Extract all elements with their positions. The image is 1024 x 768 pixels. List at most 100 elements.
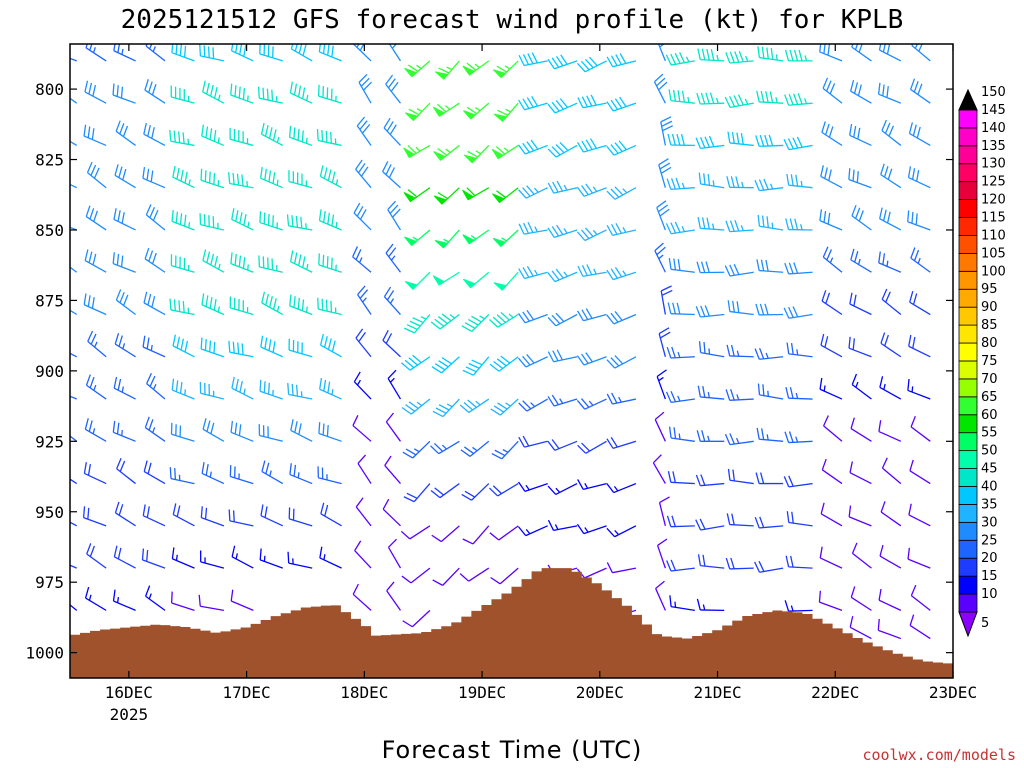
wind-barb	[357, 454, 372, 484]
wind-barb	[230, 589, 254, 611]
wind-barb	[725, 389, 754, 401]
wind-barb	[606, 222, 637, 237]
colorbar-swatch	[958, 127, 978, 147]
wind-barb	[606, 311, 637, 325]
wind-barb	[757, 214, 784, 231]
wind-barb	[70, 309, 78, 316]
x-tick-label: 17DEC	[223, 683, 271, 702]
wind-barb	[518, 265, 548, 280]
wind-barb	[227, 172, 254, 189]
wind-barb	[492, 187, 519, 204]
wind-barb	[656, 200, 670, 231]
wind-barb	[656, 538, 668, 569]
wind-barb	[606, 53, 637, 68]
wind-barb	[819, 546, 843, 569]
wind-barb	[288, 125, 313, 147]
colorbar-tick-label: 75	[981, 354, 998, 369]
wind-barb	[818, 590, 843, 611]
colorbar-swatch	[958, 360, 978, 380]
wind-barb	[463, 144, 490, 164]
wind-barb	[319, 546, 342, 569]
wind-barb	[668, 89, 695, 104]
wind-barb	[606, 355, 637, 369]
wind-barb	[355, 159, 372, 189]
wind-barb	[698, 341, 725, 358]
wind-barb	[490, 567, 519, 585]
colorbar-swatch	[958, 504, 978, 523]
colorbar-tick-label: 100	[981, 264, 1006, 279]
wind-barb	[658, 158, 672, 188]
colorbar-tick-label: 125	[981, 175, 1006, 190]
wind-barb	[70, 395, 77, 400]
wind-barb	[401, 567, 431, 584]
wind-barb	[170, 422, 195, 442]
wind-barb	[577, 94, 607, 109]
wind-barb	[851, 44, 872, 62]
wind-barb	[821, 458, 843, 485]
wind-barb	[145, 204, 166, 231]
wind-barb	[86, 543, 107, 569]
wind-barb	[112, 252, 136, 273]
wind-barb	[171, 44, 195, 62]
wind-barb	[113, 44, 136, 62]
wind-barb	[879, 376, 902, 400]
wind-barb	[724, 263, 754, 277]
colorbar-swatch	[958, 163, 978, 183]
wind-barb	[114, 332, 136, 358]
colorbar-swatch	[958, 270, 978, 290]
wind-barb	[881, 457, 902, 485]
wind-barb	[462, 525, 490, 545]
wind-barb	[517, 139, 548, 155]
wind-barb	[652, 454, 666, 484]
wind-barb	[909, 614, 931, 640]
wind-barb	[851, 204, 872, 231]
wind-barb	[697, 48, 725, 62]
wind-barb	[754, 516, 784, 529]
wind-barb	[821, 121, 843, 146]
wind-barb	[352, 415, 372, 442]
wind-barb	[353, 202, 372, 231]
wind-barb	[784, 600, 813, 612]
wind-barb	[354, 540, 372, 569]
wind-barb	[144, 79, 166, 104]
wind-barb	[784, 49, 813, 62]
wind-barb	[382, 161, 401, 189]
wind-barb	[665, 221, 695, 235]
colorbar-swatch	[958, 109, 978, 129]
wind-barb	[907, 210, 931, 231]
wind-barb	[260, 166, 284, 189]
wind-barb	[606, 266, 637, 281]
wind-barb	[490, 398, 519, 416]
wind-barb	[850, 79, 872, 104]
wind-barb	[83, 293, 107, 316]
colorbar-swatch	[958, 486, 978, 505]
wind-barb	[666, 346, 695, 359]
wind-barb	[400, 525, 431, 540]
wind-barb	[518, 221, 548, 235]
wind-barb	[822, 77, 843, 104]
x-tick-label: 21DEC	[693, 683, 741, 702]
wind-barb	[606, 96, 637, 112]
colorbar-tick-label: 70	[981, 372, 998, 387]
wind-barb	[432, 102, 460, 117]
x-axis-label: Forecast Time (UTC)	[382, 736, 643, 764]
wind-barb	[83, 124, 107, 147]
wind-barb	[431, 525, 460, 543]
wind-barb	[725, 50, 754, 64]
wind-barb	[462, 229, 490, 245]
wind-barb	[910, 416, 931, 442]
wind-barb	[755, 472, 784, 485]
colorbar-swatch	[958, 575, 978, 595]
wind-barb	[547, 312, 578, 327]
colorbar-max-arrow	[958, 88, 978, 111]
wind-barb	[518, 435, 548, 448]
wind-barb	[667, 471, 695, 485]
wind-barb	[660, 285, 673, 315]
wind-barb	[171, 378, 195, 400]
wind-barb	[726, 513, 754, 527]
wind-barb	[823, 415, 843, 442]
wind-barb	[70, 604, 78, 611]
wind-barb	[116, 458, 136, 485]
wind-barb	[431, 356, 460, 374]
wind-barb	[259, 379, 283, 400]
